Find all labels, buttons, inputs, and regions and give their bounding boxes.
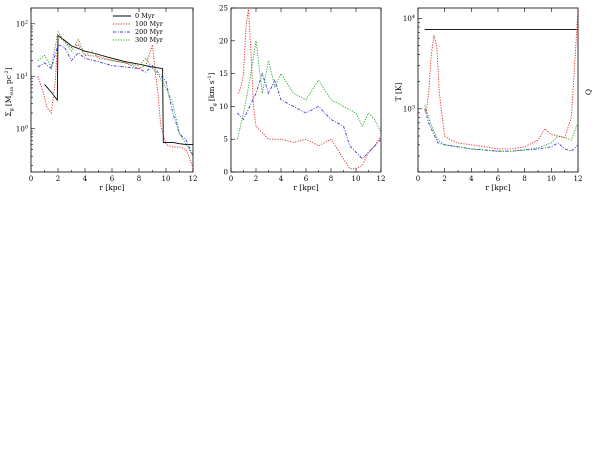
y-label-unit-sup: -2	[4, 70, 10, 75]
x-tick-label: 0	[29, 175, 33, 183]
y-tick-exp: 3	[412, 104, 415, 110]
y-label-close: ]	[207, 72, 216, 75]
x-tick-label: 6	[496, 175, 501, 183]
y-label-unit: [M	[4, 95, 13, 106]
y-label-unit: [km s	[207, 80, 216, 101]
x-tick-label: 2	[442, 175, 446, 183]
series-layer	[37, 30, 194, 168]
y-tick-label: 10	[219, 103, 228, 111]
series-line-300-myr	[37, 30, 194, 157]
y-label-main: Σ	[4, 111, 13, 116]
x-tick-label: 6	[110, 175, 115, 183]
y-tick-exp: 0	[25, 124, 28, 130]
y-ticks: 0 5 10 15 20 25	[219, 5, 235, 177]
x-tick-label: 10	[162, 175, 171, 183]
y-label-unit-end: pc	[4, 75, 13, 86]
x-tick-label: 2	[56, 175, 60, 183]
y-tick-label: 5	[224, 136, 228, 144]
legend-label: 300 Myr	[135, 36, 164, 44]
x-axis-label: r [kpc]	[485, 183, 510, 192]
x-tick-label: 10	[547, 175, 556, 183]
y-axis-label: σg[km s-1]	[207, 72, 218, 111]
y-tick-label: 15	[219, 70, 228, 78]
x-tick-label: 8	[137, 175, 141, 183]
x-axis-label: r [kpc]	[293, 183, 318, 192]
series-line-300-myr	[424, 104, 579, 152]
x-tick-label: 2	[254, 175, 258, 183]
x-tick-label: 12	[189, 175, 198, 183]
x-tick-label: 6	[304, 175, 309, 183]
x-tick-label: 12	[574, 175, 583, 183]
y-tick-label: 104	[403, 14, 415, 23]
y-tick-label: 0	[224, 169, 228, 177]
y-label-sub: g	[212, 102, 218, 106]
series-layer	[236, 7, 382, 170]
x-ticks: 0 2 4 6 8 10 12	[416, 8, 583, 183]
y-tick-label: 20	[219, 37, 228, 45]
y-label-close: ]	[4, 67, 13, 70]
y-label-sub: g	[9, 107, 15, 111]
x-ticks: 0 2 4 6 8 10 12	[29, 8, 198, 183]
x-tick-label: 4	[83, 175, 88, 183]
x-tick-label: 0	[229, 175, 233, 183]
plot-area	[30, 7, 194, 173]
x-axis-label: r [kpc]	[99, 183, 124, 192]
y-tick-exp: 1	[25, 72, 28, 78]
y-tick-exp: 4	[412, 14, 415, 20]
y-label-unit-sup: -1	[207, 75, 213, 80]
y-axis-label-right: Q	[584, 89, 593, 95]
y-tick-label: 101	[16, 72, 28, 81]
y-tick-base: 10	[16, 20, 25, 28]
series-line-100-myr	[238, 7, 382, 170]
x-tick-label: 0	[416, 175, 420, 183]
y-tick-label: 102	[16, 19, 28, 28]
legend-label: 0 Myr	[135, 12, 156, 20]
y-tick-exp: 2	[25, 19, 28, 25]
y-label-main: σ	[207, 106, 216, 111]
x-tick-label: 4	[279, 175, 284, 183]
y-tick-base: 10	[403, 105, 412, 113]
legend-label: 100 Myr	[135, 20, 164, 28]
y-axis-label: T [K]	[394, 83, 403, 102]
series-line-200-myr	[236, 72, 382, 160]
series-line-100-myr	[425, 7, 579, 150]
y-tick-label: 100	[16, 124, 28, 133]
plot-area	[230, 7, 382, 173]
y-tick-base: 10	[16, 125, 25, 133]
x-ticks: 0 2 4 6 8 10 12	[229, 8, 386, 183]
x-tick-label: 12	[377, 175, 386, 183]
series-line-200-myr	[37, 44, 194, 157]
x-tick-label: 10	[352, 175, 361, 183]
y-axis-label: Σg[Msun pc-2]	[4, 67, 15, 116]
panel-velocity-dispersion: 0 2 4 6 8 10 12 0 5 10 15 20 25 r [kpc] σg[km s-1]	[207, 5, 385, 193]
y-tick-label: 103	[403, 104, 415, 113]
series-line-200-myr	[424, 108, 579, 152]
x-tick-label: 8	[522, 175, 526, 183]
series-line-300-myr	[236, 40, 382, 140]
series-line-100-myr	[37, 34, 194, 168]
x-tick-label: 8	[329, 175, 333, 183]
x-tick-label: 4	[469, 175, 474, 183]
y-tick-label: 25	[219, 5, 228, 13]
plot-area	[417, 7, 579, 173]
legend-label: 200 Myr	[135, 28, 164, 36]
series-layer	[424, 7, 579, 152]
y-label-unit-sub: sun	[9, 86, 15, 96]
y-tick-base: 10	[16, 73, 25, 81]
y-tick-base: 10	[403, 15, 412, 23]
